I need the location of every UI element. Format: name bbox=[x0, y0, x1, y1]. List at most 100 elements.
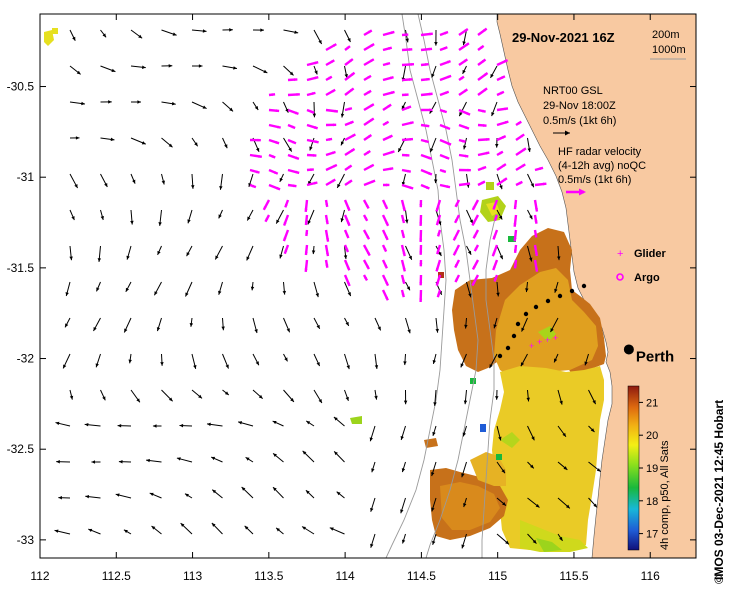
model-arrow-head bbox=[345, 321, 349, 326]
radar-arrow-head bbox=[370, 164, 374, 168]
radar-arrow-head bbox=[464, 154, 469, 158]
radar-arrow-head bbox=[447, 60, 451, 64]
model-arrow-head bbox=[160, 362, 164, 366]
model-arrow-head bbox=[302, 526, 307, 530]
model-arrow-head bbox=[459, 112, 463, 117]
glider-track-point bbox=[515, 321, 521, 327]
glider-track-point bbox=[581, 283, 587, 289]
radar-arrow-head bbox=[447, 142, 452, 145]
radar-arrow-head bbox=[364, 217, 368, 221]
model-arrow-head bbox=[525, 288, 529, 293]
radar-arrow-head bbox=[389, 167, 394, 171]
model-arrow-head bbox=[302, 450, 307, 455]
model-arrow-head bbox=[401, 468, 406, 473]
radar-arrow-head bbox=[332, 151, 336, 155]
radar-arrow-head bbox=[465, 126, 470, 130]
model-arrow-head bbox=[84, 422, 89, 427]
model-arrow-head bbox=[93, 326, 97, 331]
radar-arrow-head bbox=[425, 185, 430, 189]
model-arrow-head bbox=[202, 29, 207, 33]
radar-arrow-head bbox=[486, 137, 490, 141]
model-arrow-head bbox=[206, 422, 211, 427]
radar-arrow-head bbox=[314, 61, 319, 65]
radar-arrow-head bbox=[304, 268, 308, 272]
model-arrow-head bbox=[340, 113, 345, 118]
radar-arrow-head bbox=[521, 164, 526, 168]
radar-arrow-head bbox=[419, 282, 423, 286]
model-arrow-head bbox=[596, 468, 601, 472]
model-arrow-head bbox=[198, 64, 203, 68]
model-arrow-head bbox=[370, 543, 374, 548]
radar-arrow-head bbox=[444, 31, 449, 35]
radar-arrow-head bbox=[348, 180, 352, 184]
radar-arrow-head bbox=[325, 220, 329, 225]
model-arrow-head bbox=[104, 183, 108, 188]
radar-arrow-head bbox=[346, 282, 350, 286]
radar-arrow-head bbox=[331, 89, 336, 93]
radar-arrow-head bbox=[428, 156, 432, 160]
model-arrow-head bbox=[229, 28, 233, 32]
radar-arrow-head bbox=[435, 267, 439, 272]
colorbar-tick-label: 18 bbox=[646, 496, 658, 508]
radar-scale-arrow bbox=[566, 188, 586, 196]
model-arrow-head bbox=[75, 136, 80, 140]
model-arrow-head bbox=[260, 28, 264, 32]
glider-track-point bbox=[511, 333, 517, 339]
model-arrow-head bbox=[334, 451, 338, 456]
radar-arrow-head bbox=[284, 250, 288, 254]
radar-arrow-head bbox=[419, 251, 423, 255]
radar-arrow-head bbox=[346, 266, 350, 271]
model-arrow-head bbox=[123, 529, 128, 534]
radar-arrow-head bbox=[313, 153, 317, 157]
radar-arrow-head bbox=[265, 218, 269, 222]
model-arrow-head bbox=[502, 501, 506, 506]
radar-arrow-head bbox=[453, 236, 457, 241]
contour-label-200m: 200m bbox=[652, 29, 680, 41]
radar-arrow-head bbox=[517, 121, 522, 125]
model-arrow-head bbox=[345, 396, 349, 401]
x-tick-label: 112 bbox=[30, 569, 49, 583]
radar-arrow-head bbox=[252, 184, 256, 188]
nrt-scale-arrow bbox=[553, 130, 570, 136]
radar-arrow-head bbox=[325, 203, 329, 207]
y-tick-label: -31.5 bbox=[7, 261, 35, 275]
radar-legend-title: HF radar velocity bbox=[558, 146, 642, 158]
model-arrow-head bbox=[405, 219, 409, 224]
model-arrow-head bbox=[495, 396, 499, 400]
model-arrow-head bbox=[72, 36, 76, 41]
model-arrow-head bbox=[273, 453, 277, 457]
model-arrow-head bbox=[284, 357, 288, 362]
model-arrow-head bbox=[495, 143, 499, 148]
radar-arrow-head bbox=[331, 179, 336, 183]
model-arrow-head bbox=[255, 361, 259, 366]
model-arrow-head bbox=[91, 460, 96, 464]
model-arrow-head bbox=[168, 143, 173, 148]
glider-position: + bbox=[529, 341, 534, 351]
model-arrow-head bbox=[318, 399, 322, 404]
model-arrow-head bbox=[400, 435, 404, 440]
model-arrow-head bbox=[176, 457, 181, 461]
model-arrow-head bbox=[316, 324, 320, 329]
y-tick-label: -32 bbox=[17, 352, 35, 366]
radar-arrow-head bbox=[328, 76, 332, 80]
model-arrow-head bbox=[309, 146, 313, 151]
model-arrow-head bbox=[557, 256, 561, 261]
glider-legend-symbol: + bbox=[617, 248, 623, 260]
glider-track-point bbox=[557, 293, 563, 299]
radar-arrow-head bbox=[370, 104, 374, 108]
model-arrow-head bbox=[286, 328, 290, 333]
model-arrow-head bbox=[290, 398, 294, 402]
radar-arrow-head bbox=[455, 219, 458, 223]
model-arrow-head bbox=[141, 141, 146, 145]
radar-arrow-head bbox=[405, 33, 409, 37]
radar-arrow-head bbox=[482, 166, 487, 170]
radar-arrow-head bbox=[351, 72, 355, 76]
model-arrow-head bbox=[85, 494, 90, 499]
model-arrow-head bbox=[529, 215, 533, 220]
radar-arrow-head bbox=[367, 134, 372, 139]
radar-arrow-head bbox=[520, 134, 525, 138]
model-arrow-head bbox=[406, 286, 410, 291]
model-arrow-head bbox=[530, 183, 534, 188]
radar-arrow-head bbox=[419, 298, 423, 302]
model-arrow-head bbox=[58, 496, 62, 500]
